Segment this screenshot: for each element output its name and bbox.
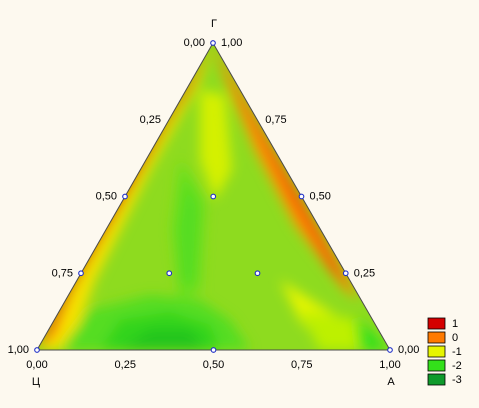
legend-swatch (427, 331, 446, 344)
legend-swatch (427, 359, 446, 372)
legend-swatch (427, 373, 446, 386)
legend: 1 0 -1 -2 -3 (427, 317, 462, 386)
tick-label-right: 0,50 (310, 191, 331, 203)
data-point (78, 270, 84, 277)
tick-label-right: 0,00 (398, 344, 419, 356)
data-point (210, 347, 217, 353)
data-point (254, 270, 261, 277)
data-point (210, 40, 216, 46)
legend-label: -1 (452, 346, 462, 358)
tick-label-right: 1,00 (221, 37, 242, 49)
tick-labels: 1,00 0,75 0,50 0,25 0,00 1,00 0,75 0,50 0,25 0,00… (8, 37, 420, 371)
vertex-label-top: Г (211, 18, 217, 30)
tick-label-left: 0,00 (184, 37, 205, 49)
tick-label-bottom: 0,00 (26, 359, 47, 371)
tick-label-left: 1,00 (8, 344, 29, 356)
legend-label: -2 (452, 360, 462, 372)
tick-label-left: 0,75 (52, 267, 73, 279)
tick-label-right: 0,75 (265, 114, 286, 126)
legend-label: 0 (452, 332, 458, 344)
vertex-label-bottom-left: Ц (32, 376, 40, 388)
data-point (122, 193, 128, 200)
data-point (210, 193, 217, 200)
tick-label-right: 0,25 (354, 267, 375, 279)
tick-label-bottom: 0,25 (115, 359, 136, 371)
legend-label: -3 (452, 374, 462, 386)
legend-swatch (427, 317, 446, 330)
legend-label: 1 (452, 318, 458, 330)
data-point (387, 347, 393, 353)
tick-label-left: 0,25 (140, 114, 161, 126)
data-point (298, 193, 305, 200)
data-points (34, 40, 393, 353)
tick-label-bottom: 0,75 (291, 359, 312, 371)
data-point (34, 347, 40, 353)
legend-swatch (427, 345, 446, 358)
vertex-label-bottom-right: A (387, 376, 395, 388)
data-point (342, 270, 349, 277)
data-point (166, 270, 173, 277)
tick-label-left: 0,50 (96, 191, 117, 203)
tick-label-bottom: 0,50 (203, 359, 224, 371)
tick-label-bottom: 1,00 (379, 359, 400, 371)
